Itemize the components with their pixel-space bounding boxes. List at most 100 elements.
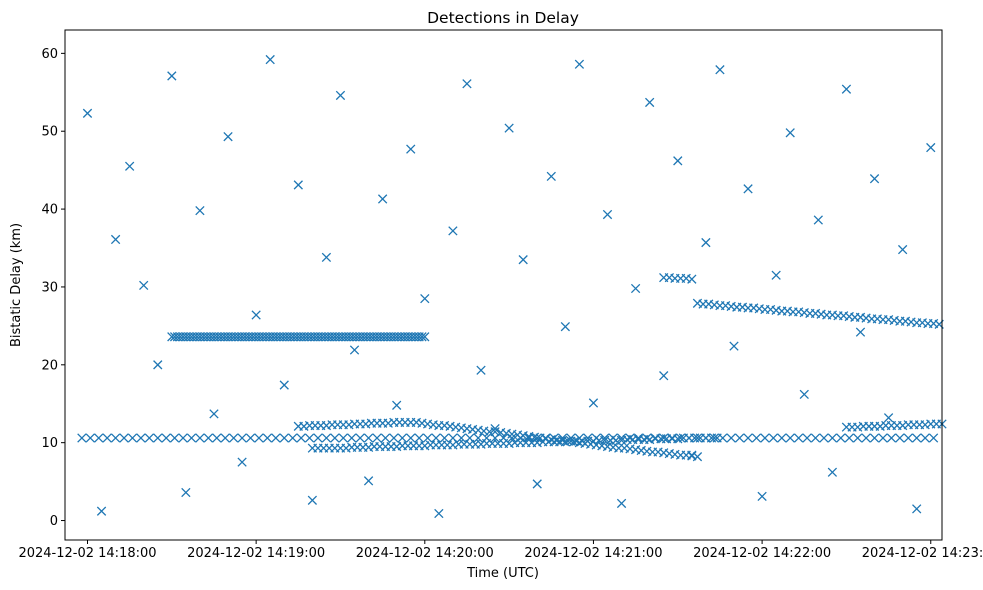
x-tick-label: 2024-12-02 14:23:00 bbox=[862, 546, 983, 561]
data-point-marker bbox=[96, 506, 107, 516]
data-point-marker bbox=[363, 433, 374, 443]
data-point-marker bbox=[136, 433, 146, 443]
data-point-marker bbox=[228, 433, 239, 443]
data-point-marker bbox=[642, 433, 652, 443]
y-axis-title: Bistatic Delay (km) bbox=[9, 223, 24, 347]
data-point-marker bbox=[127, 433, 138, 443]
data-point-marker bbox=[377, 194, 388, 204]
data-point-marker bbox=[625, 433, 635, 443]
data-point-marker bbox=[102, 433, 112, 443]
data-point-marker bbox=[406, 433, 416, 443]
data-point-marker bbox=[701, 237, 711, 248]
data-point-marker bbox=[895, 433, 905, 443]
data-point-marker bbox=[476, 365, 486, 375]
data-point-marker bbox=[827, 433, 838, 443]
data-point-marker bbox=[209, 409, 219, 419]
data-point-marker bbox=[178, 433, 188, 443]
data-point-marker bbox=[557, 433, 568, 443]
data-point-marker bbox=[799, 389, 809, 400]
data-point-marker bbox=[94, 433, 104, 443]
data-point-marker bbox=[928, 433, 939, 443]
plot-frame bbox=[64, 29, 943, 541]
data-point-marker bbox=[560, 321, 570, 332]
data-point-marker bbox=[785, 433, 795, 443]
data-point-marker bbox=[462, 79, 472, 89]
data-point-marker bbox=[82, 108, 93, 118]
data-point-marker bbox=[372, 433, 382, 443]
data-point-marker bbox=[645, 97, 655, 108]
y-tick-label: 0 bbox=[50, 514, 58, 529]
data-point-marker bbox=[167, 71, 177, 81]
data-point-marker bbox=[819, 433, 829, 443]
data-point-marker bbox=[836, 433, 846, 443]
y-tick-label: 40 bbox=[41, 203, 58, 218]
data-point-marker bbox=[363, 476, 374, 486]
data-point-marker bbox=[827, 467, 838, 477]
data-point-marker bbox=[161, 433, 171, 443]
data-point-marker bbox=[186, 433, 197, 443]
data-point-marker bbox=[532, 433, 542, 443]
data-point-marker bbox=[335, 90, 346, 101]
data-point-marker bbox=[420, 332, 430, 342]
data-point-marker bbox=[119, 433, 129, 443]
data-point-marker bbox=[743, 184, 753, 194]
data-point-marker bbox=[743, 433, 753, 443]
data-point-marker bbox=[490, 423, 500, 434]
data-point-marker bbox=[271, 433, 281, 443]
data-point-marker bbox=[321, 252, 332, 263]
data-point-marker bbox=[504, 123, 514, 133]
data-point-marker bbox=[687, 450, 697, 460]
x-axis-title: Time (UTC) bbox=[466, 566, 539, 581]
data-point-marker bbox=[616, 433, 627, 443]
data-point-marker bbox=[293, 180, 303, 190]
data-point-marker bbox=[397, 433, 407, 443]
data-point-marker bbox=[726, 433, 736, 443]
data-point-marker bbox=[659, 371, 669, 381]
data-point-marker bbox=[203, 433, 214, 443]
data-point-marker bbox=[760, 433, 770, 443]
data-point-marker bbox=[153, 433, 163, 443]
data-point-marker bbox=[532, 479, 542, 489]
data-point-marker bbox=[878, 433, 888, 443]
data-point-marker bbox=[195, 433, 205, 443]
data-point-marker bbox=[633, 433, 644, 443]
data-point-marker bbox=[630, 283, 641, 294]
data-point-marker bbox=[903, 433, 913, 443]
data-point-marker bbox=[926, 142, 936, 153]
data-point-marker bbox=[355, 433, 365, 443]
data-point-marker bbox=[245, 433, 256, 443]
data-point-marker bbox=[169, 433, 180, 443]
data-point-marker bbox=[380, 433, 391, 443]
data-point-marker bbox=[841, 84, 852, 94]
data-point-marker bbox=[883, 413, 894, 423]
data-point-marker bbox=[139, 280, 149, 291]
data-point-marker bbox=[729, 341, 739, 351]
x-tick-label: 2024-12-02 14:20:00 bbox=[356, 546, 494, 561]
data-point-marker bbox=[574, 59, 585, 69]
data-point-marker bbox=[307, 495, 318, 505]
data-point-marker bbox=[473, 433, 483, 443]
data-point-marker bbox=[422, 433, 433, 443]
plot-area bbox=[77, 54, 947, 519]
data-point-marker bbox=[254, 433, 264, 443]
data-point-marker bbox=[855, 327, 866, 337]
data-point-marker bbox=[869, 174, 880, 184]
data-point-marker bbox=[262, 433, 273, 443]
data-point-marker bbox=[431, 433, 441, 443]
data-point-marker bbox=[77, 433, 87, 443]
chart-title: Detections in Delay bbox=[427, 9, 579, 27]
data-point-marker bbox=[777, 433, 787, 443]
y-tick-label: 50 bbox=[41, 125, 58, 140]
data-point-marker bbox=[195, 205, 205, 216]
data-point-marker bbox=[853, 433, 863, 443]
data-point-marker bbox=[330, 433, 340, 443]
data-point-marker bbox=[279, 380, 289, 390]
data-point-marker bbox=[793, 433, 804, 443]
axis-ticks: 2024-12-02 14:18:00 2024-12-02 14:19:00 20… bbox=[18, 47, 983, 561]
y-tick-label: 30 bbox=[41, 280, 58, 295]
data-point-marker bbox=[181, 487, 191, 498]
y-tick-label: 10 bbox=[41, 436, 58, 451]
data-point-marker bbox=[417, 332, 427, 342]
data-point-marker bbox=[771, 270, 781, 280]
